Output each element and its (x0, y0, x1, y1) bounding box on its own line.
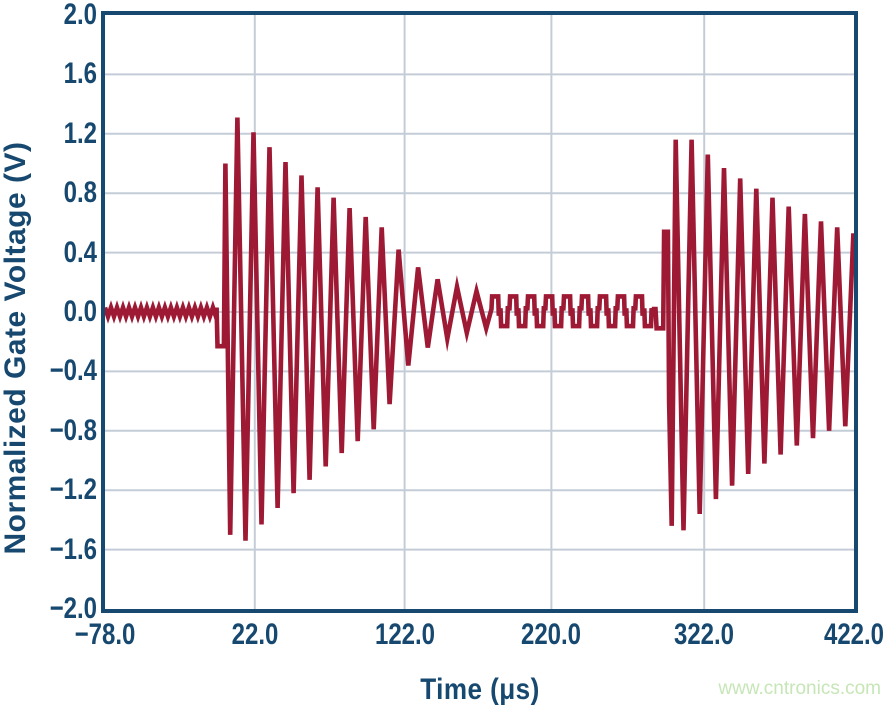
y-tick-label: −0.4 (49, 354, 97, 388)
y-tick-label: −0.8 (49, 413, 97, 447)
x-tick-label: 322.0 (674, 618, 735, 651)
x-tick-label: −78.0 (74, 618, 136, 651)
y-tick-label: 1.6 (63, 57, 97, 91)
x-axis-title: Time (μs) (420, 673, 540, 706)
y-tick-label: 2.0 (63, 0, 97, 31)
x-tick-label: 220.0 (521, 618, 582, 651)
y-tick-label: −1.2 (49, 473, 97, 507)
waveform-trace (105, 117, 854, 541)
plot-area (101, 11, 858, 613)
waveform-canvas (105, 15, 854, 609)
x-tick-label: 422.0 (823, 618, 885, 651)
y-tick-label: 1.2 (63, 116, 97, 150)
y-tick-label: −2.0 (49, 592, 97, 625)
x-tick-label: 122.0 (374, 618, 435, 651)
y-tick-label: 0.0 (63, 295, 97, 328)
y-tick-label: 0.4 (63, 235, 97, 269)
watermark-text: www.cntronics.com (718, 678, 881, 699)
y-tick-label: −1.6 (49, 532, 97, 566)
x-tick-label: 22.0 (231, 618, 279, 651)
y-tick-label: 0.8 (63, 176, 97, 210)
